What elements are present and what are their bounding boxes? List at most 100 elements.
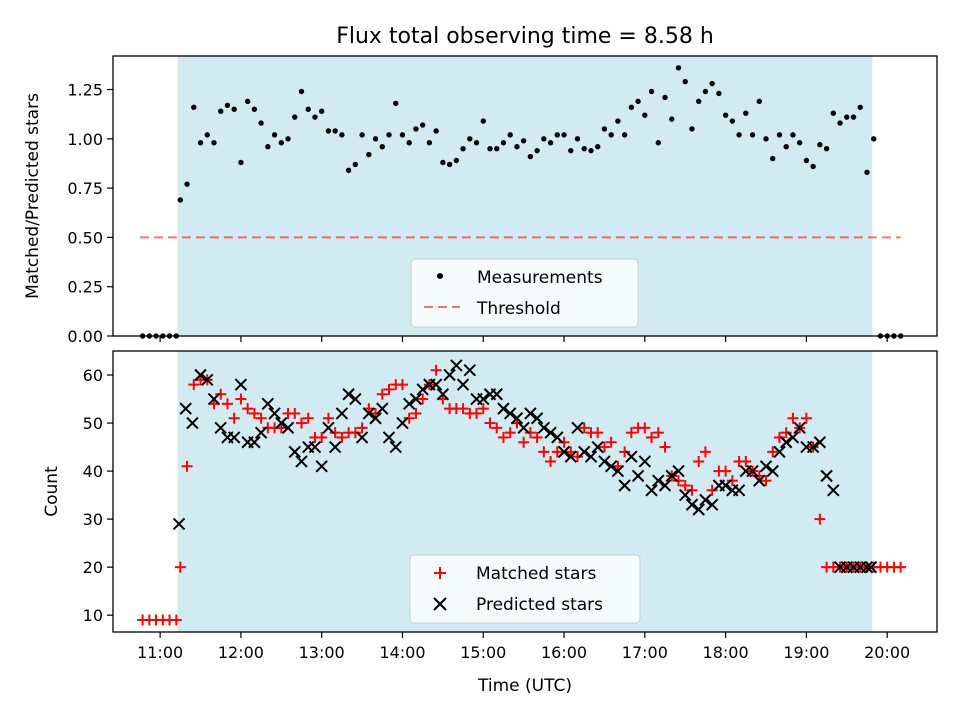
predicted-star-point (275, 416, 288, 430)
matched-star-point (410, 407, 422, 419)
matched-star-point (699, 446, 711, 458)
predicted-star-point (719, 479, 732, 492)
predicted-star-stroke-b (692, 503, 705, 516)
measurement-point (601, 126, 608, 132)
predicted-star-stroke-b (376, 402, 389, 415)
predicted-star-stroke-b (322, 421, 335, 435)
measurement-point (426, 140, 433, 146)
measurement-point (419, 122, 426, 128)
measurement-point (817, 142, 823, 148)
predicted-star-point (557, 445, 571, 459)
predicted-star-stroke-b (571, 421, 584, 435)
measurement-point (561, 132, 567, 138)
measurement-point (453, 157, 460, 164)
predicted-star-stroke-b (517, 421, 530, 435)
top-x-axis-ticks (159, 336, 888, 342)
predicted-star-stroke-b (864, 560, 878, 574)
predicted-star-point (705, 498, 719, 511)
measurement-point (823, 145, 830, 152)
legend-measurements-marker (437, 273, 443, 279)
predicted-star-stroke-b (396, 416, 409, 430)
legend-predicted-marker (433, 597, 447, 611)
measurement-point (292, 114, 298, 120)
predicted-star-point (820, 469, 833, 483)
measurement-point (460, 145, 466, 152)
matched-star-point (800, 412, 812, 424)
predicted-star-point (369, 412, 382, 425)
predicted-star-point (779, 436, 793, 449)
predicted-star-stroke-b (604, 460, 618, 473)
legend-matched-marker (434, 567, 446, 579)
predicted-star-point (172, 517, 186, 531)
predicted-star-stroke-b (564, 450, 577, 463)
predicted-star-stroke-b (342, 388, 355, 401)
matched-star-point (477, 403, 489, 415)
x-tick-label: 12:00 (218, 643, 264, 662)
matched-star-point (174, 561, 186, 573)
matched-star-point (295, 417, 307, 429)
matched-star-point (484, 417, 496, 429)
x-tick-label: 13:00 (299, 643, 345, 662)
measurement-point (379, 144, 385, 150)
measurement-point (480, 118, 486, 124)
predicted-star-point (416, 383, 429, 396)
measurement-point (648, 88, 655, 95)
predicted-star-stroke-b (618, 479, 631, 492)
predicted-star-stroke-b (719, 479, 732, 492)
bottom-y-tick-label: 20 (83, 558, 103, 577)
matched-star-point (302, 412, 314, 424)
predicted-star-point (429, 378, 443, 391)
predicted-star-point (463, 364, 477, 377)
matched-star-point (329, 427, 341, 439)
predicted-star-stroke-b (207, 392, 221, 406)
predicted-star-stroke-b (172, 517, 186, 531)
measurement-point (857, 104, 863, 110)
measurement-point (514, 144, 520, 150)
predicted-star-stroke-b (308, 440, 322, 454)
measurement-point (595, 144, 601, 150)
predicted-star-stroke-b (179, 402, 192, 415)
predicted-star-point (827, 484, 840, 497)
matched-star-point (248, 407, 260, 419)
measurement-point (864, 169, 870, 176)
predicted-star-point (248, 436, 261, 449)
bottom-y-tick-label: 40 (83, 462, 103, 481)
measurement-point (615, 118, 621, 124)
predicted-star-point (806, 440, 820, 454)
predicted-star-stroke-b (382, 431, 396, 444)
matched-star-point (504, 427, 516, 439)
bottom-x-axis-ticks: 11:00 12:00 13:00 14:00 15:00 16:00 17:00 18:00… (137, 632, 910, 662)
predicted-star-point (396, 416, 409, 430)
predicted-star-stroke-b (288, 445, 301, 459)
x-tick-label: 18:00 (703, 643, 749, 662)
legend-threshold-label: Threshold (476, 299, 561, 319)
matched-star-point (289, 407, 301, 419)
measurement-point (608, 132, 614, 138)
predicted-star-point (537, 421, 551, 435)
matched-star-point (558, 436, 570, 448)
matched-star-point (787, 412, 799, 424)
measurement-point (527, 153, 534, 160)
predicted-star-stroke-b (409, 392, 423, 406)
matched-star-point (242, 403, 254, 415)
matched-star-point (181, 460, 193, 472)
predicted-star-stroke-b (497, 402, 510, 415)
measurement-point (729, 118, 736, 124)
matched-star-point (652, 427, 664, 439)
x-tick-label: 19:00 (783, 643, 829, 662)
predicted-star-point (268, 407, 281, 420)
top-legend-box (410, 258, 639, 328)
matched-star-point (572, 451, 584, 463)
measurement-point (372, 136, 379, 142)
matched-star-point (538, 446, 550, 458)
measurement-point (312, 114, 318, 120)
predicted-star-point (376, 402, 389, 415)
matched-star-point (349, 427, 361, 439)
matched-star-point (686, 484, 698, 496)
measurement-point (345, 167, 352, 174)
measurement-point (271, 132, 278, 138)
measurement-point (669, 116, 675, 122)
predicted-star-point (699, 493, 712, 507)
matched-star-point (430, 364, 442, 376)
